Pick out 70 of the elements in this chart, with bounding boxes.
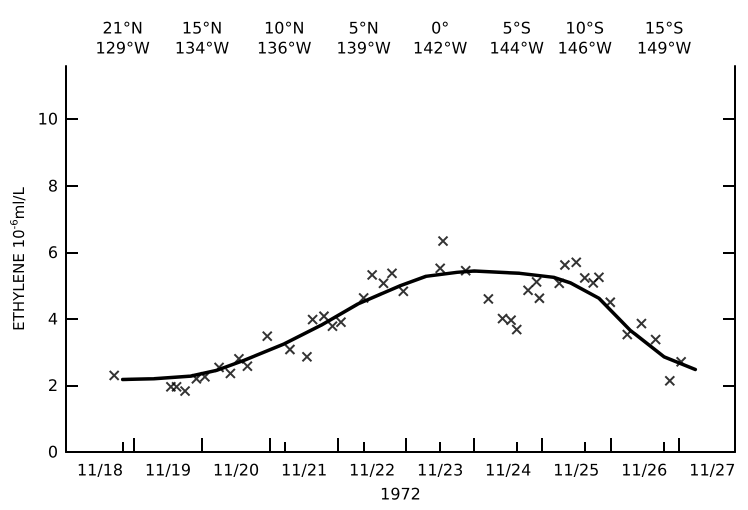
y-tick-label: 0 [48,442,58,462]
point [559,259,570,270]
point [522,284,534,296]
point [199,371,210,382]
y-tick-label: 10 [38,110,58,129]
point [190,373,202,384]
x-tick-label: 11/24 [485,460,532,480]
point [242,360,253,372]
x-tick-label: 11/18 [76,460,124,480]
y-tick-label: 2 [48,376,58,395]
point [636,318,647,330]
point [579,272,590,284]
x2-tick-label: 5°N 139°W [336,18,392,58]
x2-tick-label: 10°S 146°W [558,18,612,58]
point [497,313,508,324]
y-tick-label: 4 [48,309,58,328]
x-tick-label: 11/20 [213,460,260,480]
point [214,362,225,373]
point [233,353,244,364]
x-tick-label: 11/21 [281,460,328,480]
point [438,236,449,247]
y-tick-label: 6 [48,242,58,262]
x-tick-label: 11/22 [349,460,396,480]
point [165,381,176,392]
point [434,262,446,274]
x-tick-label: 11/23 [417,460,464,480]
x-tick-label: 11/26 [621,460,668,480]
point [301,351,312,362]
point [335,316,346,328]
point [326,320,338,332]
point [570,256,582,268]
point [588,277,599,288]
point [511,324,522,336]
point [604,296,616,308]
point [366,269,378,280]
point [460,265,472,276]
point [386,268,398,279]
point [554,278,565,289]
point [318,310,330,322]
y-tick-label: 8 [48,176,58,196]
point [108,370,120,381]
point [506,314,517,326]
x-tick-label: 11/25 [553,460,600,480]
x-axis-title: 1972 [380,484,421,504]
point [262,330,273,342]
point [180,386,191,397]
point [171,381,182,392]
x-tick-label: 11/27 [689,460,736,480]
point [224,368,236,379]
point [534,292,545,304]
point [664,375,676,386]
point [482,293,494,304]
y-axis-title: ETHYLENE 10-6ml/L [10,186,28,331]
point [650,334,662,346]
point [622,329,633,340]
x2-tick-label: 15°S 149°W [636,18,692,58]
x2-tick-label: 15°N 134°W [174,18,230,58]
x2-tick-label: 21°N 129°W [96,18,150,58]
point [531,276,542,288]
x2-tick-label: 5°S 144°W [490,18,544,58]
point [676,356,687,368]
x-tick-label: 11/19 [144,460,192,480]
point [378,278,389,289]
point [593,272,604,283]
point [284,344,296,356]
point [358,292,370,304]
point [307,314,318,326]
x2-tick-label: 0° 142°W [413,18,468,58]
point [398,286,409,297]
x2-tick-label: 10°N 136°W [257,18,312,58]
